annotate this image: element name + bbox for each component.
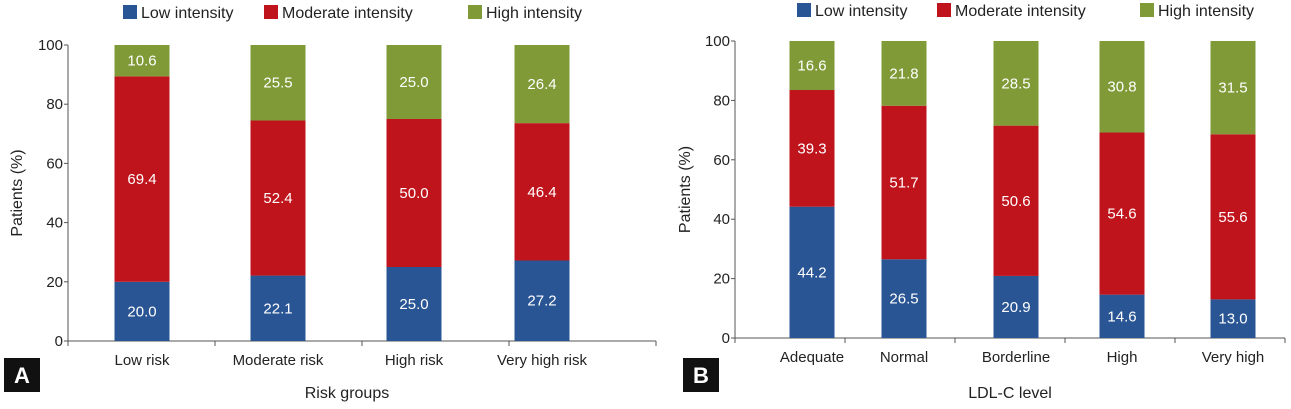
legend-label-low: Low intensity: [141, 5, 234, 22]
bar-segment-high: [514, 45, 570, 124]
legend-swatch-low: [797, 3, 811, 17]
bar-segment-moderate: [250, 120, 306, 276]
bar-segment-high: [114, 45, 170, 77]
chart-panel-b: Low intensity Moderate intensity High inte…: [677, 3, 1286, 402]
bar-segment-high: [1099, 41, 1145, 133]
legend-label-high: High intensity: [1158, 3, 1254, 20]
data-label-high: 10.6: [127, 53, 156, 70]
data-label-high: 21.8: [889, 65, 918, 82]
bar-segment-low: [386, 267, 442, 341]
y-axis-title: Patients (%): [9, 149, 26, 236]
y-tick-label: 0: [55, 333, 63, 350]
data-label-low: 27.2: [527, 293, 556, 310]
data-label-low: 44.2: [797, 264, 826, 281]
x-category-label: Very high risk: [497, 352, 588, 369]
legend-swatch-low: [123, 5, 137, 19]
data-label-high: 25.0: [399, 74, 428, 91]
y-tick-label: 60: [46, 155, 63, 172]
x-category-label: High: [1107, 349, 1138, 366]
y-axis-title: Patients (%): [677, 146, 694, 233]
bar-segment-low: [1099, 294, 1145, 338]
data-label-low: 13.0: [1218, 311, 1247, 328]
legend-swatch-high: [468, 5, 482, 19]
bar-segment-low: [250, 275, 306, 341]
data-label-low: 14.6: [1107, 308, 1136, 325]
x-category-label: Adequate: [780, 349, 844, 366]
data-label-moderate: 50.0: [399, 185, 428, 202]
x-category-label: Normal: [880, 349, 928, 366]
panel-label-box: [4, 358, 40, 392]
bar-segment-high: [1210, 41, 1256, 135]
x-category-label: Borderline: [982, 349, 1050, 366]
y-tick-label: 40: [713, 211, 730, 228]
bar-segment-high: [881, 41, 927, 106]
legend-swatch-high: [1140, 3, 1154, 17]
x-category-label: Very high: [1202, 349, 1265, 366]
data-label-low: 25.0: [399, 296, 428, 313]
data-label-moderate: 50.6: [1001, 193, 1030, 210]
data-label-high: 31.5: [1218, 80, 1247, 97]
y-tick-label: 0: [722, 330, 730, 347]
y-tick-label: 20: [713, 271, 730, 288]
y-tick-label: 40: [46, 215, 63, 232]
bar-segment-moderate: [789, 90, 835, 207]
bar-segment-low: [514, 260, 570, 341]
bar-segment-low: [993, 275, 1039, 338]
x-axis-title: Risk groups: [305, 385, 389, 402]
bar-segment-low: [1210, 299, 1256, 338]
y-tick-label: 60: [713, 152, 730, 169]
data-label-low: 26.5: [889, 291, 918, 308]
y-tick-label: 80: [46, 96, 63, 113]
data-label-moderate: 39.3: [797, 140, 826, 157]
bar-segment-moderate: [114, 76, 170, 282]
data-label-high: 16.6: [797, 58, 826, 75]
data-label-moderate: 46.4: [527, 184, 556, 201]
legend-label-high: High intensity: [486, 5, 582, 22]
data-label-moderate: 69.4: [127, 171, 156, 188]
data-label-low: 20.9: [1001, 299, 1030, 316]
data-label-low: 20.0: [127, 303, 156, 320]
bar-segment-high: [250, 45, 306, 121]
legend-label-moderate: Moderate intensity: [955, 3, 1086, 20]
bar-segment-low: [881, 259, 927, 338]
bar-segment-moderate: [1099, 132, 1145, 295]
data-label-high: 30.8: [1107, 79, 1136, 96]
x-category-label: High risk: [385, 352, 444, 369]
bar-segment-high: [789, 41, 835, 91]
bar-segment-high: [386, 45, 442, 119]
panel-label: B: [693, 363, 709, 388]
data-label-moderate: 52.4: [263, 190, 292, 207]
bar-segment-moderate: [1210, 134, 1256, 300]
data-label-moderate: 54.6: [1107, 206, 1136, 223]
bar-segment-low: [789, 206, 835, 338]
chart-panel-a: Low intensity Moderate intensity High inte…: [4, 5, 657, 402]
y-tick-label: 100: [38, 37, 63, 54]
panel-label: A: [14, 363, 30, 388]
x-axis-title: LDL-C level: [968, 385, 1052, 402]
y-tick-label: 20: [46, 274, 63, 291]
data-label-moderate: 51.7: [889, 175, 918, 192]
data-label-low: 22.1: [263, 300, 292, 317]
data-label-high: 26.4: [527, 76, 556, 93]
legend-label-low: Low intensity: [815, 3, 908, 20]
legend-swatch-moderate: [264, 5, 278, 19]
bar-segment-moderate: [993, 125, 1039, 276]
y-tick-label: 80: [713, 92, 730, 109]
x-category-label: Low risk: [114, 352, 170, 369]
y-tick-label: 100: [705, 33, 730, 50]
data-label-moderate: 55.6: [1218, 209, 1247, 226]
legend-label-moderate: Moderate intensity: [282, 5, 413, 22]
bar-segment-moderate: [881, 105, 927, 260]
x-category-label: Moderate risk: [233, 352, 324, 369]
bar-segment-low: [114, 281, 170, 341]
data-label-high: 28.5: [1001, 75, 1030, 92]
data-label-high: 25.5: [263, 75, 292, 92]
bar-segment-high: [993, 41, 1039, 126]
legend-swatch-moderate: [937, 3, 951, 17]
bar-segment-moderate: [514, 123, 570, 261]
bar-segment-moderate: [386, 119, 442, 267]
panel-label-box: [683, 358, 719, 392]
